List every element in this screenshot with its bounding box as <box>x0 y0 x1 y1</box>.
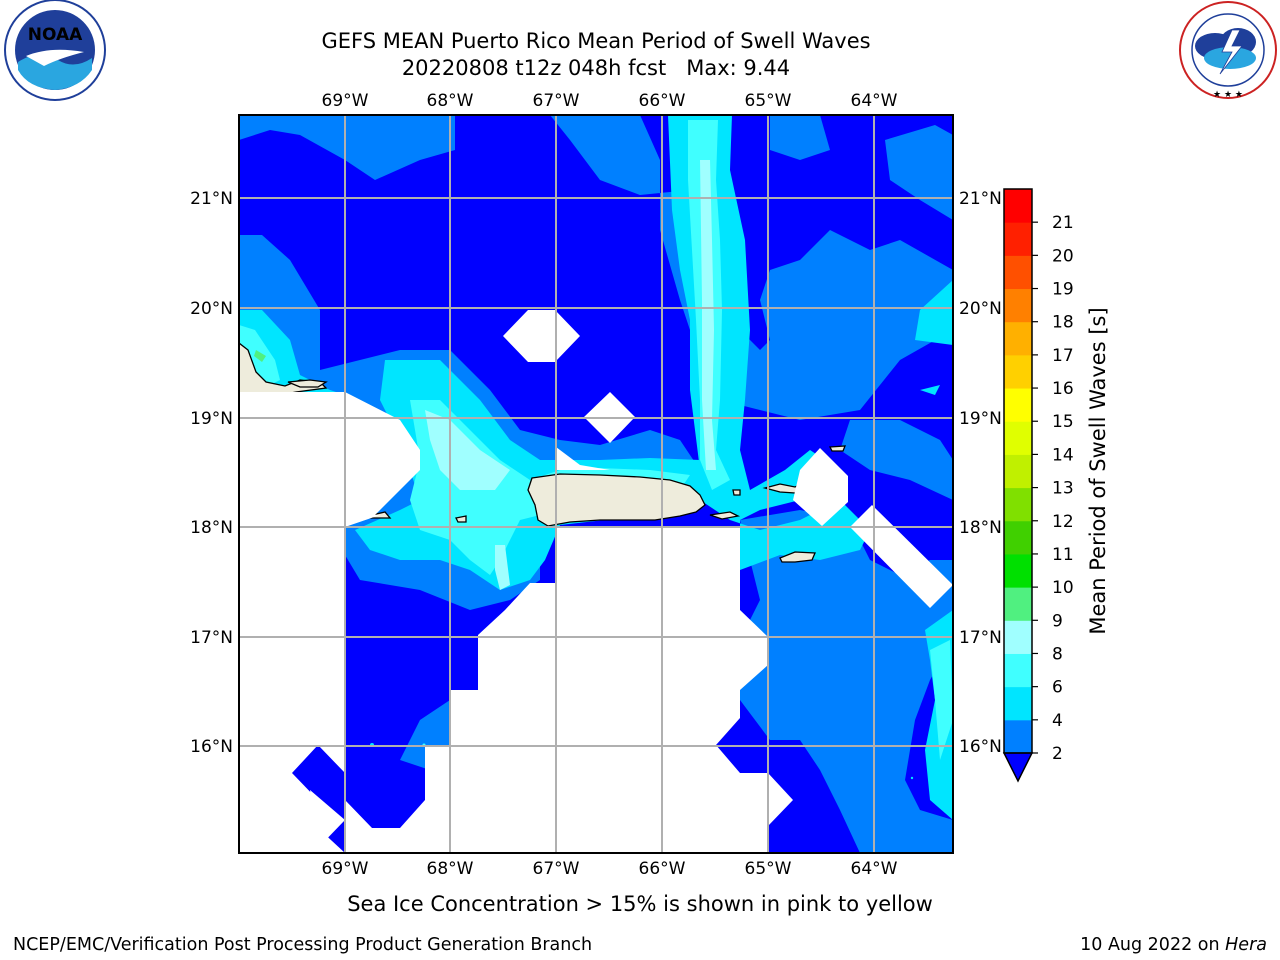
colorbar-cell <box>1004 288 1032 323</box>
colorbar-cell <box>1004 388 1032 422</box>
colorbar-cell <box>1004 520 1032 555</box>
sea-ice-note: Sea Ice Concentration > 15% is shown in … <box>347 892 933 916</box>
colorbar-tick-label: 11 <box>1052 545 1074 565</box>
colorbar: 2 4 6 8 9 10 11 12 13 14 15 16 17 18 19 20 21 <box>1002 188 1074 783</box>
footer-host: Hera <box>1225 935 1267 955</box>
lat-label: 20°N <box>190 299 233 319</box>
map-area <box>239 115 953 853</box>
lon-labels-top: 69°W 68°W 67°W 66°W 65°W 64°W <box>322 91 898 111</box>
colorbar-tick-label: 6 <box>1052 678 1063 698</box>
colorbar-tick-label: 12 <box>1052 512 1074 532</box>
footer-date: 10 Aug 2022 on Hera <box>1080 935 1267 955</box>
swell-9-10s-field <box>254 350 266 362</box>
lon-labels-bottom: 69°W 68°W 67°W 66°W 65°W 64°W <box>322 859 898 879</box>
colorbar-tick-label: 18 <box>1052 313 1074 333</box>
nws-star: ★ ★ ★ <box>1213 90 1243 100</box>
colorbar-tick-label: 21 <box>1052 213 1074 233</box>
culebra <box>732 489 741 496</box>
colorbar-cell <box>1004 421 1032 455</box>
no-data-mask <box>239 310 953 853</box>
colorbar-frame <box>1003 188 1033 754</box>
anegada <box>828 445 846 452</box>
colorbar-cell <box>1004 686 1032 721</box>
nws-logo: ★ ★ ★ <box>1179 1 1277 100</box>
colorbar-tick-label: 10 <box>1052 578 1074 598</box>
lon-label: 68°W <box>427 91 474 111</box>
lon-label: 67°W <box>533 859 580 879</box>
lon-label: 69°W <box>322 91 369 111</box>
colorbar-cell <box>1004 719 1032 754</box>
colorbar-tick-label: 8 <box>1052 644 1063 664</box>
lat-label: 21°N <box>959 189 1002 209</box>
lat-label: 21°N <box>190 189 233 209</box>
colorbar-cell <box>1004 255 1032 290</box>
colorbar-cell <box>1004 189 1032 223</box>
colorbar-cell <box>1004 653 1032 688</box>
colorbar-tick-label: 17 <box>1052 346 1074 366</box>
lat-labels-left: 21°N 20°N 19°N 18°N 17°N 16°N <box>190 189 233 757</box>
noaa-wordmark: NOAA <box>28 25 83 45</box>
lat-label: 16°N <box>959 737 1002 757</box>
colorbar-tick-label: 13 <box>1052 479 1074 499</box>
colorbar-tick-label: 14 <box>1052 445 1074 465</box>
lat-label: 18°N <box>190 518 233 538</box>
chart-title: GEFS MEAN Puerto Rico Mean Period of Swe… <box>321 29 870 53</box>
footer-branch: NCEP/EMC/Verification Post Processing Pr… <box>13 935 592 955</box>
lon-label: 65°W <box>745 91 792 111</box>
lon-label: 69°W <box>322 859 369 879</box>
lat-label: 16°N <box>190 737 233 757</box>
colorbar-cell <box>1004 222 1032 256</box>
colorbar-tick-label: 20 <box>1052 246 1074 266</box>
lon-label: 66°W <box>639 91 686 111</box>
lon-label: 65°W <box>745 859 792 879</box>
colorbar-under-extension <box>1002 752 1034 783</box>
lat-label: 19°N <box>959 409 1002 429</box>
swell-8-9s-field <box>425 160 716 590</box>
st-croix <box>779 551 816 563</box>
chart-subtitle: 20220808 t12z 048h fcst Max: 9.44 <box>402 56 790 80</box>
colorbar-cell <box>1004 553 1032 588</box>
footer-date-text: 10 Aug 2022 on <box>1080 935 1225 955</box>
lon-label: 64°W <box>851 859 898 879</box>
lon-label: 66°W <box>639 859 686 879</box>
lon-label: 64°W <box>851 91 898 111</box>
lat-label: 18°N <box>959 518 1002 538</box>
colorbar-tick-label: 15 <box>1052 412 1074 432</box>
colorbar-label: Mean Period of Swell Waves [s] <box>1086 307 1110 634</box>
map-gridlines <box>239 115 953 853</box>
puerto-rico <box>527 473 706 527</box>
colorbar-cell <box>1004 587 1032 621</box>
colorbar-tick-label: 4 <box>1052 711 1063 731</box>
map-frame <box>238 114 954 854</box>
noaa-logo: NOAA <box>4 0 106 101</box>
colorbar-tick-label: 16 <box>1052 379 1074 399</box>
lat-label: 17°N <box>190 628 233 648</box>
mona-island <box>455 515 467 523</box>
lon-label: 68°W <box>427 859 474 879</box>
colorbar-cell <box>1004 454 1032 489</box>
vieques <box>709 511 741 520</box>
colorbar-cell <box>1004 620 1032 654</box>
colorbar-tick-label: 19 <box>1052 280 1074 300</box>
lat-label: 20°N <box>959 299 1002 319</box>
tortuga-island <box>287 379 328 388</box>
colorbar-cell <box>1004 487 1032 522</box>
lat-label: 19°N <box>190 409 233 429</box>
lon-label: 67°W <box>533 91 580 111</box>
lat-label: 17°N <box>959 628 1002 648</box>
colorbar-tick-label: 2 <box>1052 744 1063 764</box>
colorbar-tick-label: 9 <box>1052 611 1063 631</box>
lat-labels-right: 21°N 20°N 19°N 18°N 17°N 16°N <box>959 189 1002 757</box>
colorbar-cell <box>1004 321 1032 356</box>
colorbar-cell <box>1004 354 1032 389</box>
